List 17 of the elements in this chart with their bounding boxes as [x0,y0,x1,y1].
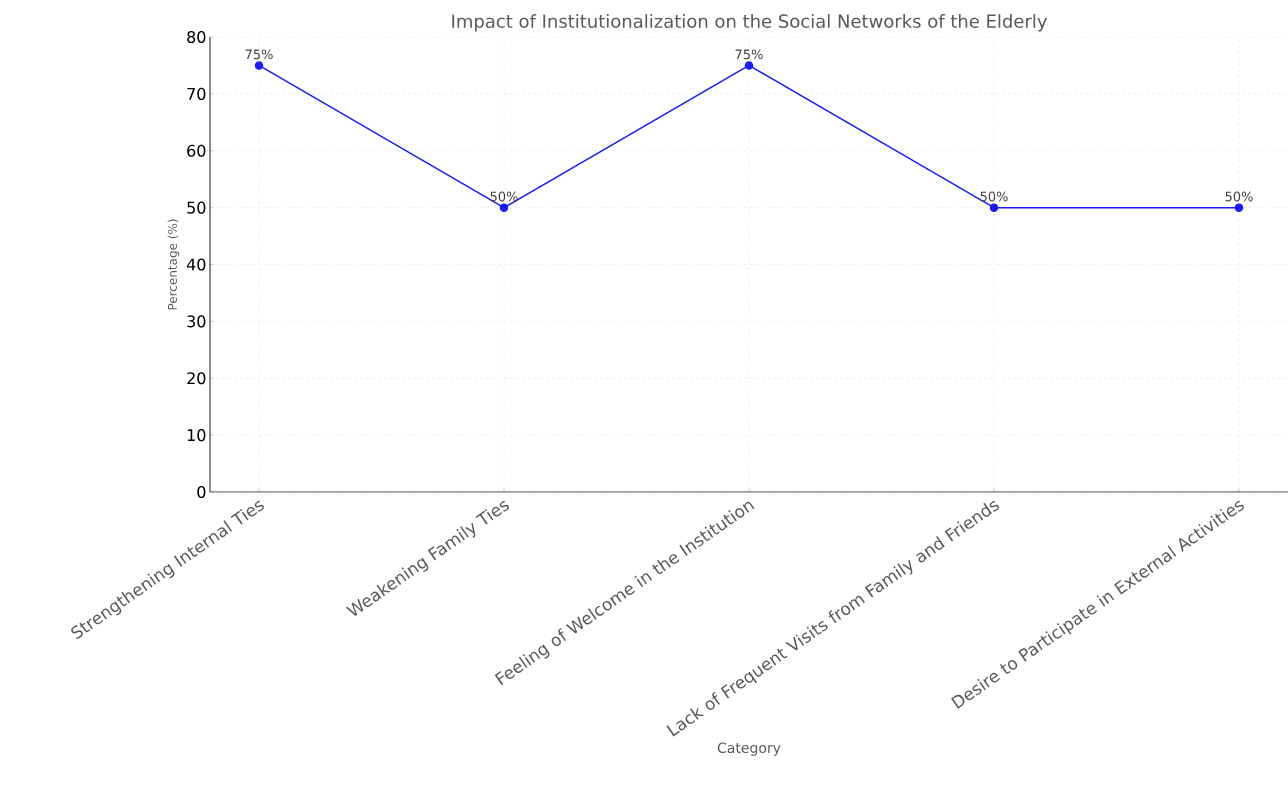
y-tick-label: 80 [187,30,206,44]
data-label: 50% [1225,191,1253,202]
y-tick-label: 20 [187,372,206,385]
x-axis-title: Category [717,742,781,756]
y-tick-label: 60 [187,144,206,157]
y-tick-label: 70 [187,87,206,100]
data-label: 50% [980,191,1008,202]
chart-title: Impact of Institutionalization on the Social Networks of the Elderly [452,14,1047,32]
y-tick-label: 50 [187,201,206,214]
data-label: 75% [245,49,273,60]
y-tick-label: 10 [187,429,206,442]
y-axis-title: Percentage (%) [167,219,180,310]
y-tick-label: 0 [197,485,206,499]
data-label: 50% [490,191,518,202]
y-tick-label: 40 [186,258,206,271]
y-tick-label: 30 [187,315,206,328]
data-label: 75% [735,49,763,60]
